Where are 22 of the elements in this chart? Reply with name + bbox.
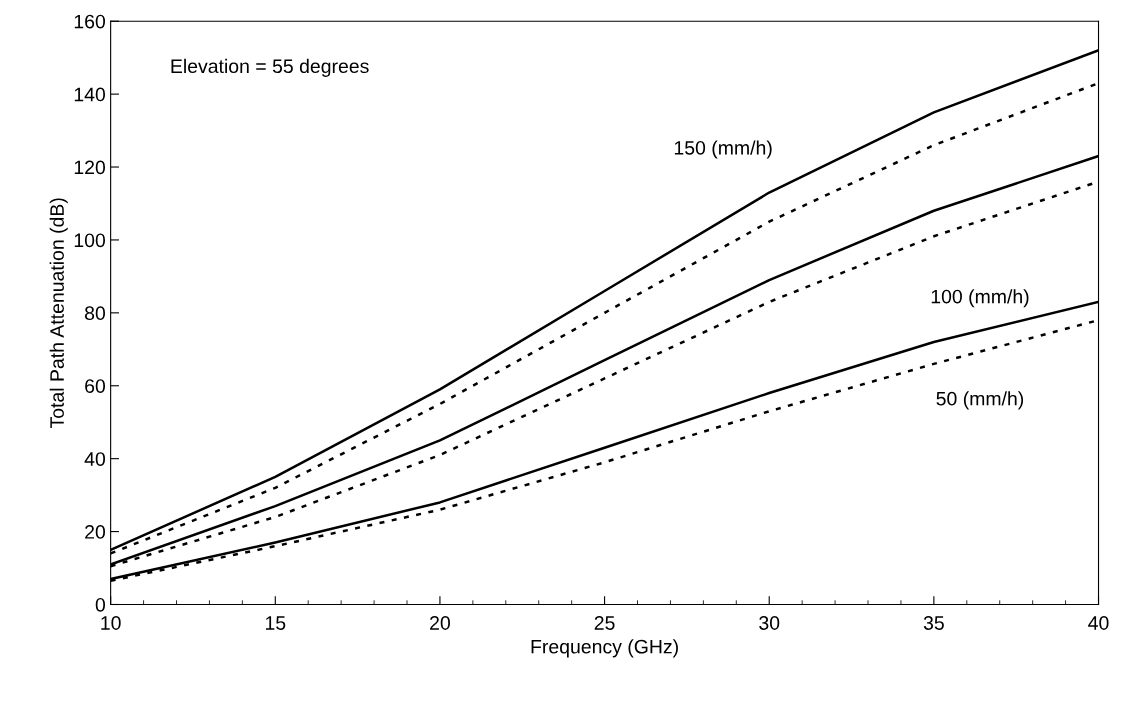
annotation: 50 (mm/h) [936,391,1024,410]
x-axis-title: Frequency (GHz) [531,639,678,658]
y-tick-label: 160 [74,14,106,29]
y-tick-label: 140 [74,87,106,102]
annotation: 150 (mm/h) [674,140,772,159]
y-tick-label: 40 [84,452,106,466]
x-tick-label: 15 [265,616,286,630]
x-tick-label: 40 [1088,616,1109,630]
y-tick-label: 60 [85,379,106,393]
x-tick-label: 35 [923,616,944,630]
annotation: Elevation = 55 degrees [171,58,369,77]
y-tick-label: 100 [74,233,106,248]
y-axis-title: Total Path Attenuation (dB) [49,198,68,429]
y-tick-label: 120 [74,160,106,175]
y-tick-label: 80 [85,306,106,321]
annotation: 100 (mm/h) [931,289,1029,308]
y-tick-label: 0 [95,597,106,612]
x-tick-label: 10 [101,616,121,630]
x-tick-label: 30 [759,616,780,630]
x-tick-label: 25 [594,616,615,630]
y-tick-label: 20 [85,525,106,539]
x-tick-label: 20 [430,616,450,630]
